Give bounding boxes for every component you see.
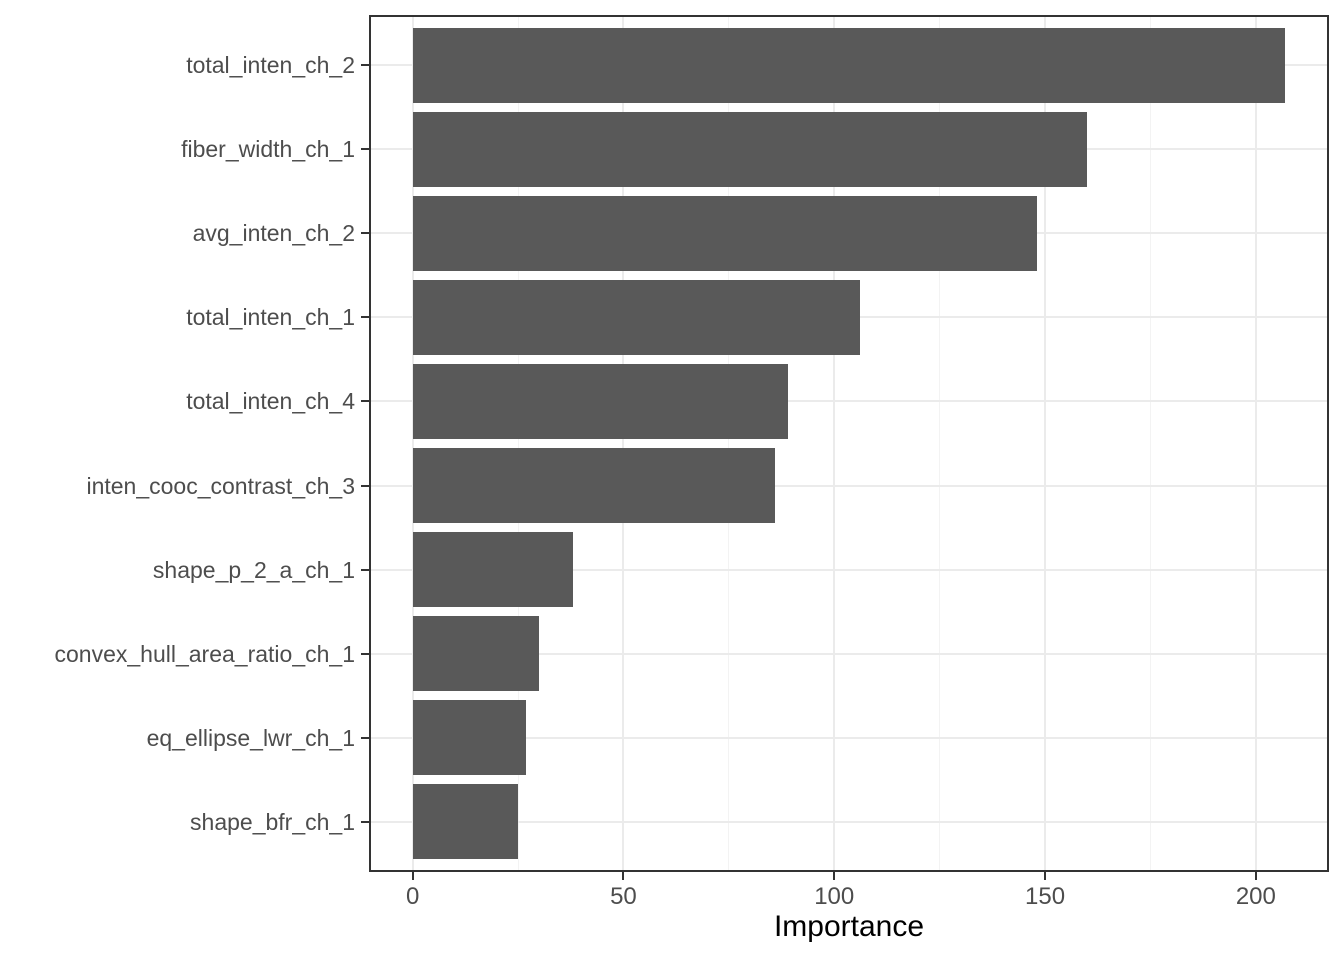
y-tick-label: total_inten_ch_4: [186, 388, 355, 415]
y-tick-mark: [361, 64, 369, 67]
x-tick-mark: [622, 872, 625, 880]
bar-fiber_width_ch_1: [412, 111, 1088, 188]
y-tick-label: shape_p_2_a_ch_1: [152, 556, 355, 583]
x-tick-label: 200: [1235, 883, 1276, 910]
x-tick-mark: [411, 872, 414, 880]
y-tick-label: inten_cooc_contrast_ch_3: [86, 472, 355, 499]
x-tick-label: 0: [405, 883, 420, 910]
bar-total_inten_ch_2: [412, 27, 1286, 104]
gridline-minor: [728, 15, 730, 872]
gridline-horizontal: [369, 820, 1329, 823]
y-tick-mark: [361, 652, 369, 655]
gridline-major: [622, 15, 625, 872]
x-tick-label: 50: [610, 883, 637, 910]
y-tick-label: total_inten_ch_1: [186, 304, 355, 331]
y-tick-mark: [361, 400, 369, 403]
bar-shape_p_2_a_ch_1: [412, 531, 573, 608]
y-tick-mark: [361, 316, 369, 319]
x-tick-mark: [833, 872, 836, 880]
y-tick-mark: [361, 484, 369, 487]
gridline-minor: [1149, 15, 1151, 872]
plot-panel: [369, 15, 1329, 872]
gridline-horizontal: [369, 484, 1329, 487]
y-tick-mark: [361, 568, 369, 571]
bar-inten_cooc_contrast_ch_3: [412, 447, 776, 524]
x-tick-label: 100: [814, 883, 855, 910]
bar-total_inten_ch_4: [412, 363, 788, 440]
y-tick-mark: [361, 820, 369, 823]
y-tick-label: fiber_width_ch_1: [181, 136, 355, 163]
y-tick-label: convex_hull_area_ratio_ch_1: [54, 640, 356, 667]
gridline-horizontal: [369, 652, 1329, 655]
bar-shape_bfr_ch_1: [412, 783, 519, 860]
gridline-horizontal: [369, 400, 1329, 403]
gridline-minor: [517, 15, 519, 872]
x-tick-mark: [1044, 872, 1047, 880]
y-tick-label: eq_ellipse_lwr_ch_1: [146, 724, 355, 751]
y-tick-label: avg_inten_ch_2: [192, 220, 355, 247]
y-tick-label: shape_bfr_ch_1: [190, 808, 355, 835]
gridline-horizontal: [369, 736, 1329, 739]
gridline-major: [1044, 15, 1047, 872]
y-tick-mark: [361, 232, 369, 235]
gridline-minor: [939, 15, 941, 872]
y-tick-label: total_inten_ch_2: [186, 52, 355, 79]
bar-total_inten_ch_1: [412, 279, 860, 356]
x-axis-title: Importance: [773, 910, 925, 943]
x-tick-mark: [1254, 872, 1257, 880]
bar-convex_hull_area_ratio_ch_1: [412, 615, 540, 692]
y-tick-mark: [361, 736, 369, 739]
gridline-major: [411, 15, 414, 872]
gridline-horizontal: [369, 568, 1329, 571]
x-tick-label: 150: [1025, 883, 1066, 910]
gridline-major: [833, 15, 836, 872]
bar-eq_ellipse_lwr_ch_1: [412, 699, 527, 776]
gridline-major: [1254, 15, 1257, 872]
y-tick-mark: [361, 148, 369, 151]
bar-avg_inten_ch_2: [412, 195, 1037, 272]
